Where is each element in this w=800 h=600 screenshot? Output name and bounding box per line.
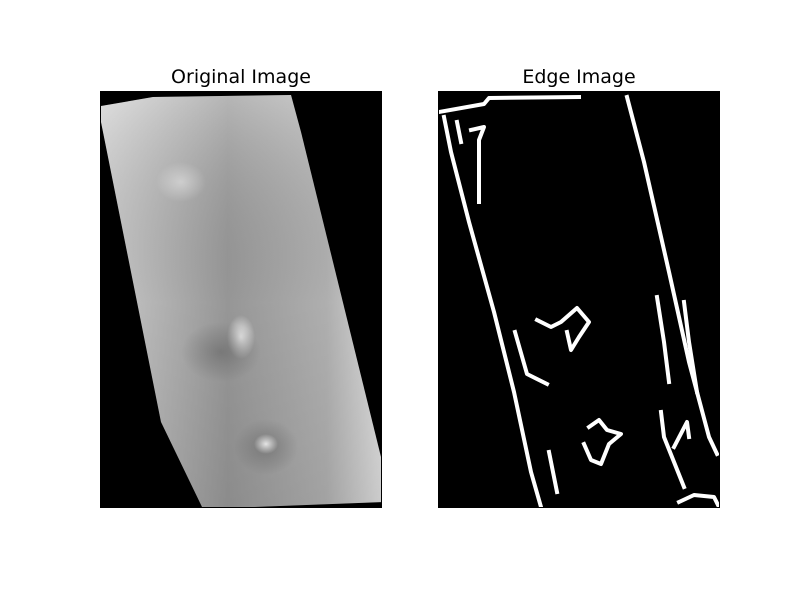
original-image-panel bbox=[100, 91, 382, 508]
original-image-title: Original Image bbox=[171, 66, 311, 88]
edge-image bbox=[439, 94, 719, 507]
original-image bbox=[101, 95, 381, 507]
edge-image-panel bbox=[438, 91, 720, 508]
edge-image-title: Edge Image bbox=[522, 66, 636, 88]
